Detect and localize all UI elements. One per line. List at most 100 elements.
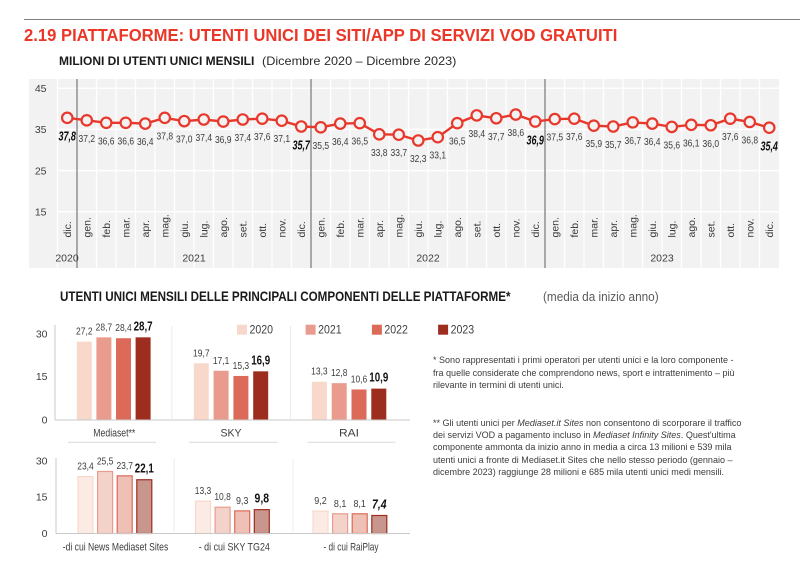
svg-text:2021: 2021 [182,253,206,265]
svg-text:ago.: ago. [452,217,464,237]
svg-text:37,1: 37,1 [274,133,291,145]
svg-text:lug.: lug. [666,221,678,238]
svg-text:giu.: giu. [647,221,659,238]
svg-text:16,9: 16,9 [251,353,270,367]
svg-text:15: 15 [35,207,47,219]
svg-text:feb.: feb. [569,220,581,238]
svg-text:ago.: ago. [218,217,230,237]
svg-text:37,8: 37,8 [157,130,174,142]
svg-text:-di cui News Mediaset Sites: -di cui News Mediaset Sites [63,542,169,554]
svg-text:dic.: dic. [62,221,74,237]
svg-text:13,3: 13,3 [195,485,212,497]
svg-text:apr.: apr. [608,220,620,238]
svg-text:36,6: 36,6 [98,135,115,147]
svg-text:35,4: 35,4 [760,139,778,154]
svg-text:30: 30 [36,329,48,341]
svg-text:lug.: lug. [432,221,444,238]
svg-text:nov.: nov. [276,218,288,237]
svg-text:33,1: 33,1 [430,150,447,162]
svg-text:36,6: 36,6 [118,135,135,147]
svg-text:36,1: 36,1 [683,137,700,149]
svg-text:36,0: 36,0 [703,138,720,150]
svg-text:36,5: 36,5 [352,136,369,148]
svg-text:ott.: ott. [491,223,503,238]
svg-text:set.: set. [237,221,249,238]
svg-text:12,8: 12,8 [331,367,348,379]
svg-text:feb.: feb. [335,220,347,238]
svg-text:45: 45 [35,83,47,95]
svg-text:36,5: 36,5 [449,136,466,148]
svg-text:19,7: 19,7 [193,347,210,359]
svg-text:17,1: 17,1 [213,355,230,367]
svg-text:38,6: 38,6 [508,127,525,139]
svg-text:35: 35 [35,124,47,136]
svg-text:36,4: 36,4 [644,136,661,148]
svg-text:0: 0 [42,414,48,426]
svg-text:27,2: 27,2 [76,326,93,338]
svg-text:28,4: 28,4 [115,322,132,334]
svg-text:22,1: 22,1 [135,462,154,476]
svg-text:36,9: 36,9 [215,134,232,146]
svg-text:23,7: 23,7 [116,460,133,472]
svg-text:37,7: 37,7 [488,131,505,143]
svg-text:10,9: 10,9 [369,371,388,385]
svg-text:apr.: apr. [140,220,152,238]
svg-text:2022: 2022 [384,325,408,337]
svg-text:gen.: gen. [315,217,327,237]
svg-text:giu.: giu. [413,221,425,238]
svg-text:gen.: gen. [549,217,561,237]
svg-text:28,7: 28,7 [134,319,153,333]
svg-text:25,5: 25,5 [97,456,114,468]
svg-text:0: 0 [42,528,48,540]
svg-text:37,6: 37,6 [722,131,739,143]
svg-text:2021: 2021 [318,325,342,337]
svg-text:8,1: 8,1 [334,498,347,510]
svg-text:Mediaset**: Mediaset** [93,428,136,440]
svg-text:10,8: 10,8 [214,491,231,503]
svg-text:37,0: 37,0 [176,134,193,146]
svg-text:37,6: 37,6 [566,131,583,143]
svg-text:10,6: 10,6 [351,374,368,386]
svg-text:32,3: 32,3 [410,153,427,165]
svg-text:ott.: ott. [257,223,269,238]
svg-text:7,4: 7,4 [372,498,387,512]
svg-text:2023: 2023 [451,325,475,337]
svg-text:mag.: mag. [393,214,405,237]
svg-text:nov.: nov. [510,218,522,237]
svg-text:37,2: 37,2 [79,133,96,145]
svg-text:36,8: 36,8 [742,135,759,147]
svg-text:apr.: apr. [374,220,386,238]
svg-text:mag.: mag. [159,214,171,237]
svg-text:lug.: lug. [198,221,210,238]
svg-text:mar.: mar. [354,217,366,237]
svg-text:28,7: 28,7 [96,321,113,333]
svg-text:2020: 2020 [250,325,274,337]
svg-text:9,2: 9,2 [314,495,327,507]
svg-text:15: 15 [36,371,48,383]
svg-text:mar.: mar. [588,217,600,237]
svg-text:37,5: 37,5 [547,132,564,144]
svg-text:33,8: 33,8 [371,147,388,159]
svg-text:36,4: 36,4 [332,136,349,148]
svg-text:set.: set. [471,221,483,238]
svg-text:35,7: 35,7 [605,139,622,151]
svg-text:35,9: 35,9 [586,138,603,150]
svg-text:30: 30 [36,455,48,467]
svg-text:37,8: 37,8 [58,129,76,144]
svg-text:8,1: 8,1 [353,498,366,510]
svg-text:nov.: nov. [744,218,756,237]
svg-text:35,6: 35,6 [664,139,681,151]
svg-text:2020: 2020 [55,253,79,265]
svg-text:25: 25 [35,165,47,177]
svg-text:38,4: 38,4 [469,128,486,140]
svg-text:37,6: 37,6 [254,131,271,143]
svg-text:mar.: mar. [120,217,132,237]
svg-text:SKY: SKY [221,428,243,440]
svg-text:36,7: 36,7 [625,135,642,147]
svg-text:37,4: 37,4 [196,132,213,144]
svg-text:gen.: gen. [81,217,93,237]
svg-text:35,5: 35,5 [313,140,330,152]
svg-text:35,7: 35,7 [292,137,310,152]
svg-text:15: 15 [36,491,48,503]
svg-text:15,3: 15,3 [233,360,250,372]
